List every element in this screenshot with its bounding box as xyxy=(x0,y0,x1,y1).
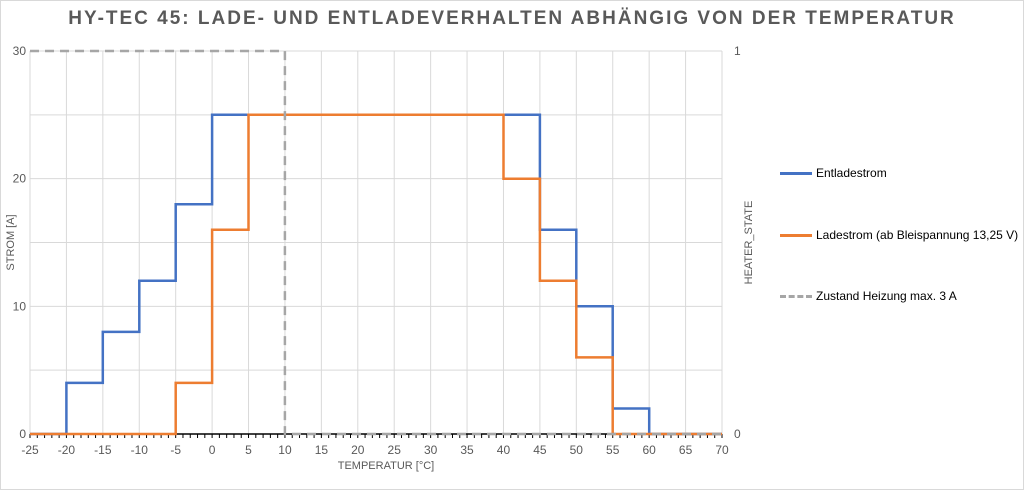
x-tick-label: -10 xyxy=(131,443,149,457)
legend-item: Ladestrom (ab Bleispannung 13,25 V) xyxy=(780,228,1018,242)
series-line-1 xyxy=(30,113,722,436)
x-axis-title: TEMPERATUR [°C] xyxy=(338,460,434,472)
series-line-0 xyxy=(30,113,722,436)
x-tick-label: -25 xyxy=(21,443,39,457)
legend-item: Entladestrom xyxy=(780,166,887,180)
x-tick-label: -15 xyxy=(94,443,112,457)
y2-axis-title: HEATER_STATE xyxy=(743,201,755,285)
x-tick-label: 20 xyxy=(351,443,365,457)
x-tick-label: 35 xyxy=(460,443,474,457)
x-tick-label: 5 xyxy=(245,443,252,457)
x-tick-label: 10 xyxy=(278,443,292,457)
x-tick-label: 45 xyxy=(533,443,547,457)
x-tick-label: 30 xyxy=(424,443,438,457)
y-tick-label: 0 xyxy=(19,427,26,441)
legend-swatch xyxy=(780,171,812,175)
y-tick-label: 30 xyxy=(13,44,27,58)
series-line-2 xyxy=(30,49,722,436)
legend-swatch xyxy=(780,294,812,298)
x-tick-label: 60 xyxy=(642,443,656,457)
y2-tick-label: 0 xyxy=(734,427,741,441)
x-tick-label: 15 xyxy=(315,443,329,457)
legend-label: Ladestrom (ab Bleispannung 13,25 V) xyxy=(816,228,1019,242)
legend-label: Zustand Heizung max. 3 A xyxy=(816,289,957,303)
x-tick-label: -20 xyxy=(58,443,76,457)
legend-label: Entladestrom xyxy=(816,166,887,180)
y-tick-label: 20 xyxy=(13,172,27,186)
x-tick-label: 50 xyxy=(570,443,584,457)
x-tick-label: 55 xyxy=(606,443,620,457)
x-tick-label: 65 xyxy=(679,443,693,457)
legend-swatch xyxy=(780,233,812,237)
y-axis-title: STROM [A] xyxy=(5,214,17,270)
x-tick-label: 0 xyxy=(209,443,216,457)
chart-title: HY-TEC 45: LADE- UND ENTLADEVERHALTEN AB… xyxy=(68,8,956,29)
legend-item: Zustand Heizung max. 3 A xyxy=(780,289,957,303)
x-tick-label: 40 xyxy=(497,443,511,457)
x-tick-label: -5 xyxy=(170,443,181,457)
x-tick-label: 25 xyxy=(388,443,402,457)
y-tick-label: 10 xyxy=(13,299,27,313)
y2-tick-label: 1 xyxy=(734,44,741,58)
x-tick-label: 70 xyxy=(715,443,729,457)
